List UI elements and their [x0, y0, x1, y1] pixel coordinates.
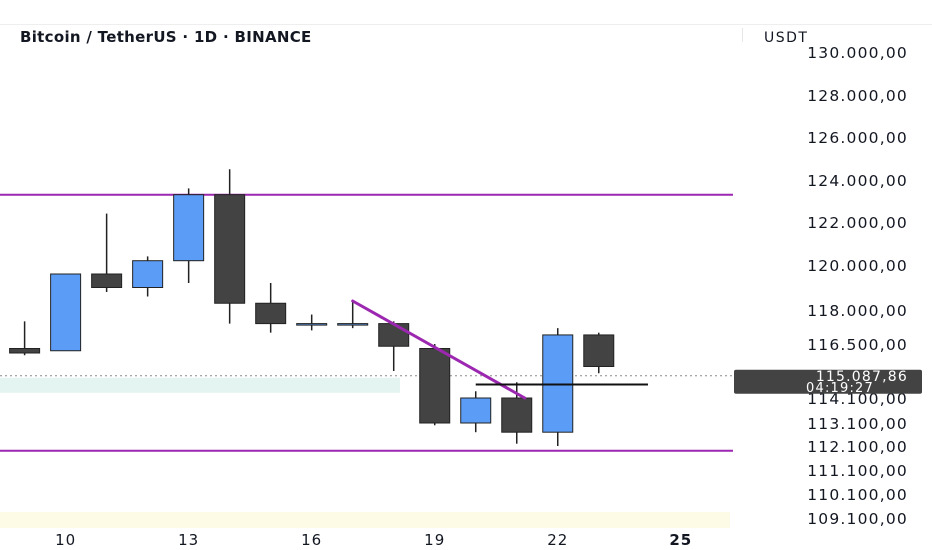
price-tick-label: 111.100,00: [807, 462, 908, 480]
price-tick-label: 126.000,00: [807, 129, 908, 147]
price-tick-label: 114.100,00: [807, 390, 908, 408]
candle-body-23: [583, 334, 615, 367]
time-tick-label: 16: [301, 531, 322, 549]
candle-body-14: [214, 194, 246, 304]
price-tick-label: 109.100,00: [807, 510, 908, 528]
price-tick-label: 110.100,00: [807, 486, 908, 504]
candle-body-18: [378, 323, 410, 347]
candle-body-13: [173, 194, 205, 262]
currency-label: USDT: [764, 30, 809, 46]
time-tick-label: 13: [178, 531, 199, 549]
candle-body-20: [460, 397, 492, 424]
price-tick-label: 122.000,00: [807, 214, 908, 232]
axis-divider: [742, 28, 743, 42]
price-tick-label: 112.100,00: [807, 438, 908, 456]
time-axis[interactable]: 10 13 16 19 22 25: [55, 531, 692, 549]
time-tick-label: 22: [547, 531, 568, 549]
price-axis[interactable]: 130.000,00 128.000,00 126.000,00 124.000,00…: [807, 44, 908, 528]
price-tick-label: 116.500,00: [807, 336, 908, 354]
descending-trendline: [351, 299, 527, 400]
time-tick-label: 25: [669, 531, 692, 549]
candle-body-9: [9, 348, 41, 354]
candle-body-16: [296, 323, 328, 326]
chart-title: Bitcoin / TetherUS · 1D · BINANCE: [20, 28, 312, 46]
time-tick-label: 19: [424, 531, 445, 549]
candle-body-21: [501, 397, 533, 433]
price-tick-label: 124.000,00: [807, 172, 908, 190]
price-tick-label: 118.000,00: [807, 302, 908, 320]
top-divider: [0, 24, 932, 25]
price-badge-bg: [734, 369, 922, 394]
candle-body-17: [337, 323, 369, 326]
price-tick-label: 128.000,00: [807, 87, 908, 105]
candle-countdown: 04:19:27: [806, 381, 874, 396]
levels: [0, 193, 738, 452]
lower-zone: [0, 512, 730, 528]
zones: [0, 377, 730, 528]
price-tick-label: 130.000,00: [807, 44, 908, 62]
current-price-label: 115.087,86: [816, 369, 908, 385]
consolidation-zone: [0, 377, 400, 393]
candle-body-10: [50, 273, 82, 352]
candle-body-11: [91, 273, 123, 288]
candle-body-12: [132, 260, 164, 289]
candle-body-19: [419, 348, 451, 424]
candles: [9, 169, 615, 446]
time-tick-label: 10: [55, 531, 76, 549]
drawings: [351, 299, 648, 400]
price-tick-label: 113.100,00: [807, 415, 908, 433]
price-tick-label: 120.000,00: [807, 257, 908, 275]
candle-body-15: [255, 302, 287, 325]
